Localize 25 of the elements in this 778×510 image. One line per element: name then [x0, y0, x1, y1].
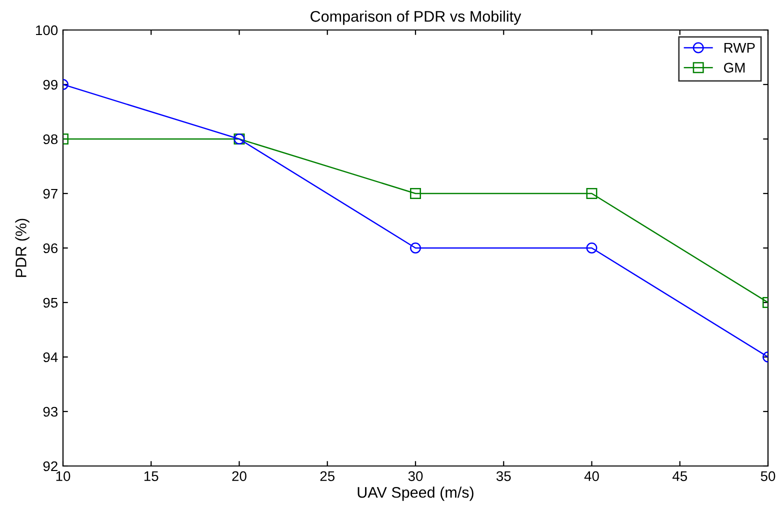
x-tick-label: 10: [56, 471, 70, 482]
x-tick-label: 35: [496, 471, 511, 482]
y-tick-label: 95: [43, 298, 58, 308]
y-tick-label: 93: [43, 406, 58, 417]
point: [410, 242, 421, 254]
x-tick-label: 40: [584, 471, 599, 482]
y-tick-label: 98: [43, 134, 58, 144]
x-tick-label: 50: [760, 471, 776, 482]
chart-title: Comparison of PDR vs Mobility: [310, 10, 522, 25]
y-tick-label: 100: [36, 25, 58, 36]
x-tick-label: 20: [232, 471, 246, 482]
x-tick-label: 25: [320, 471, 335, 482]
y-tick-label: 96: [43, 243, 58, 254]
x-tick-label: 45: [672, 471, 688, 482]
y-axis-title: PDR (%): [15, 218, 30, 277]
x-tick-label: 30: [408, 471, 423, 482]
y-tick-label: 99: [43, 80, 58, 90]
x-tick-label: 15: [144, 471, 158, 482]
y-tick-label: 92: [43, 461, 58, 472]
legend-label: GM: [724, 62, 745, 73]
legend-label: RWP: [724, 43, 755, 53]
y-tick-label: 97: [43, 188, 58, 199]
x-axis-title: UAV Speed (m/s): [358, 486, 474, 501]
y-tick-label: 94: [43, 352, 58, 362]
point: [586, 242, 598, 254]
